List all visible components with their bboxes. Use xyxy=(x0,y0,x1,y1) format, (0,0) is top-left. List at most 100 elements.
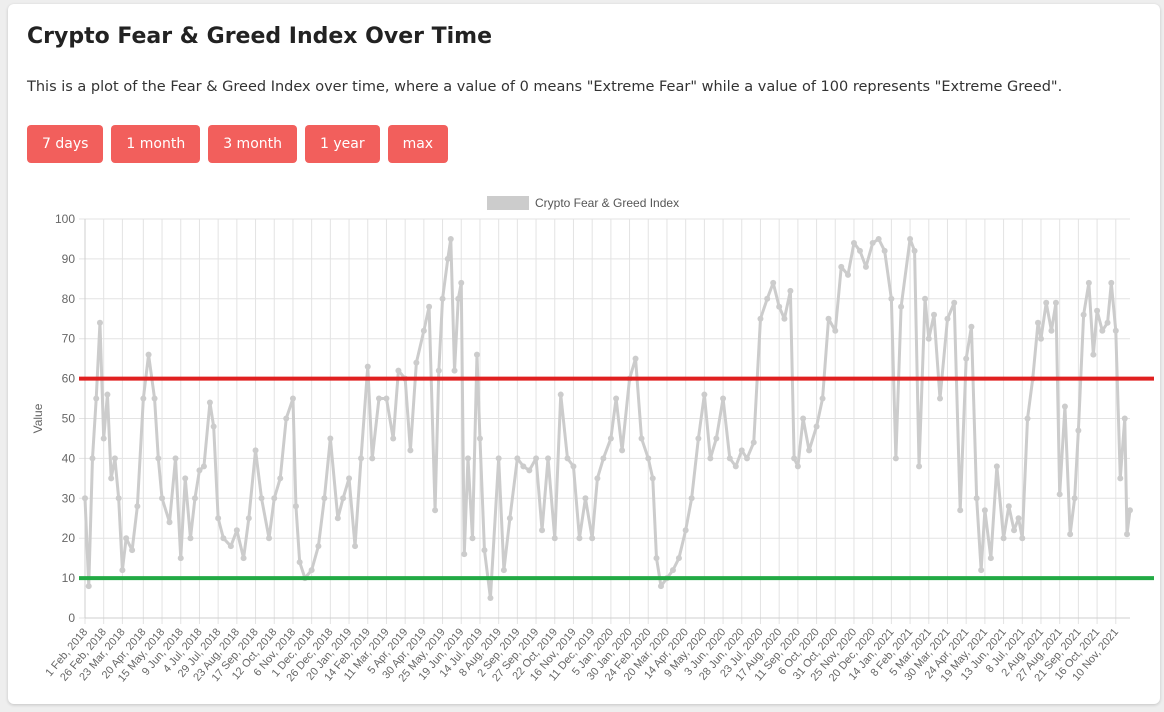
data-point xyxy=(520,463,527,470)
data-point xyxy=(922,295,929,302)
data-point xyxy=(1048,327,1055,334)
data-point xyxy=(564,455,571,462)
page-title: Crypto Fear & Greed Index Over Time xyxy=(27,24,493,49)
data-point xyxy=(1071,495,1078,502)
data-point xyxy=(1104,319,1111,326)
data-point xyxy=(308,567,315,574)
data-point xyxy=(987,555,994,562)
data-point xyxy=(227,543,234,550)
data-point xyxy=(458,279,465,286)
data-point xyxy=(695,435,702,442)
data-point xyxy=(533,455,540,462)
data-point xyxy=(951,299,958,306)
data-point xyxy=(119,567,126,574)
y-tick-label: 80 xyxy=(62,292,76,306)
data-point xyxy=(283,415,290,422)
y-tick-label: 10 xyxy=(62,571,76,585)
data-point xyxy=(875,235,882,242)
data-point xyxy=(787,287,794,294)
data-point xyxy=(916,463,923,470)
data-point xyxy=(1011,527,1018,534)
data-point xyxy=(151,395,158,402)
data-point xyxy=(925,335,932,342)
data-point xyxy=(191,495,198,502)
data-point xyxy=(340,495,347,502)
data-point xyxy=(166,519,173,526)
range-1-year-button[interactable]: 1 year xyxy=(305,125,380,163)
data-point xyxy=(383,395,390,402)
data-point xyxy=(500,567,507,574)
data-point xyxy=(750,439,757,446)
data-point xyxy=(155,455,162,462)
data-point xyxy=(506,515,513,522)
data-point xyxy=(707,455,714,462)
data-point xyxy=(781,315,788,322)
data-point xyxy=(1075,427,1082,434)
data-point xyxy=(1124,531,1131,538)
y-tick-label: 0 xyxy=(68,611,75,625)
data-point xyxy=(776,303,783,310)
data-point xyxy=(1121,415,1128,422)
data-point xyxy=(888,295,895,302)
data-point xyxy=(993,463,1000,470)
data-point xyxy=(473,351,480,358)
data-point xyxy=(439,295,446,302)
data-point xyxy=(1108,279,1115,286)
data-point xyxy=(931,311,938,318)
data-point xyxy=(825,315,832,322)
range-1-month-button[interactable]: 1 month xyxy=(111,125,201,163)
data-point xyxy=(1034,319,1041,326)
data-point xyxy=(476,435,483,442)
data-point xyxy=(1037,335,1044,342)
data-point xyxy=(1117,475,1124,482)
data-point xyxy=(638,435,645,442)
data-point xyxy=(669,567,676,574)
data-point xyxy=(100,435,107,442)
data-point xyxy=(315,543,322,550)
data-point xyxy=(881,247,888,254)
data-point xyxy=(182,475,189,482)
data-point xyxy=(589,535,596,542)
data-point xyxy=(159,495,166,502)
data-point xyxy=(432,507,439,514)
data-point xyxy=(289,395,296,402)
data-point xyxy=(104,391,111,398)
data-point xyxy=(111,455,118,462)
series-line xyxy=(83,237,1132,600)
y-tick-label: 60 xyxy=(62,372,76,386)
data-point xyxy=(726,455,733,462)
data-point xyxy=(907,235,914,242)
data-point xyxy=(757,315,764,322)
range-7-days-button[interactable]: 7 days xyxy=(27,125,104,163)
data-point xyxy=(200,463,207,470)
data-point xyxy=(1085,279,1092,286)
data-point xyxy=(701,391,708,398)
data-point xyxy=(346,475,353,482)
data-point xyxy=(1099,327,1106,334)
range-max-button[interactable]: max xyxy=(387,125,449,163)
data-point xyxy=(1005,503,1012,510)
data-point xyxy=(252,447,259,454)
data-point xyxy=(551,535,558,542)
data-point xyxy=(129,547,136,554)
y-tick-label: 70 xyxy=(62,332,76,346)
data-point xyxy=(963,355,970,362)
range-3-month-button[interactable]: 3 month xyxy=(208,125,297,163)
data-point xyxy=(364,363,371,370)
data-point xyxy=(444,255,451,262)
data-point xyxy=(85,583,92,590)
data-point xyxy=(140,395,147,402)
data-point xyxy=(806,447,813,454)
data-point xyxy=(215,515,222,522)
data-point xyxy=(653,555,660,562)
data-point xyxy=(123,535,130,542)
data-point xyxy=(619,447,626,454)
data-point xyxy=(898,303,905,310)
data-point xyxy=(838,263,845,270)
data-point xyxy=(413,359,420,366)
y-tick-label: 50 xyxy=(62,412,76,426)
data-point xyxy=(856,247,863,254)
data-point xyxy=(981,507,988,514)
data-point xyxy=(390,435,397,442)
